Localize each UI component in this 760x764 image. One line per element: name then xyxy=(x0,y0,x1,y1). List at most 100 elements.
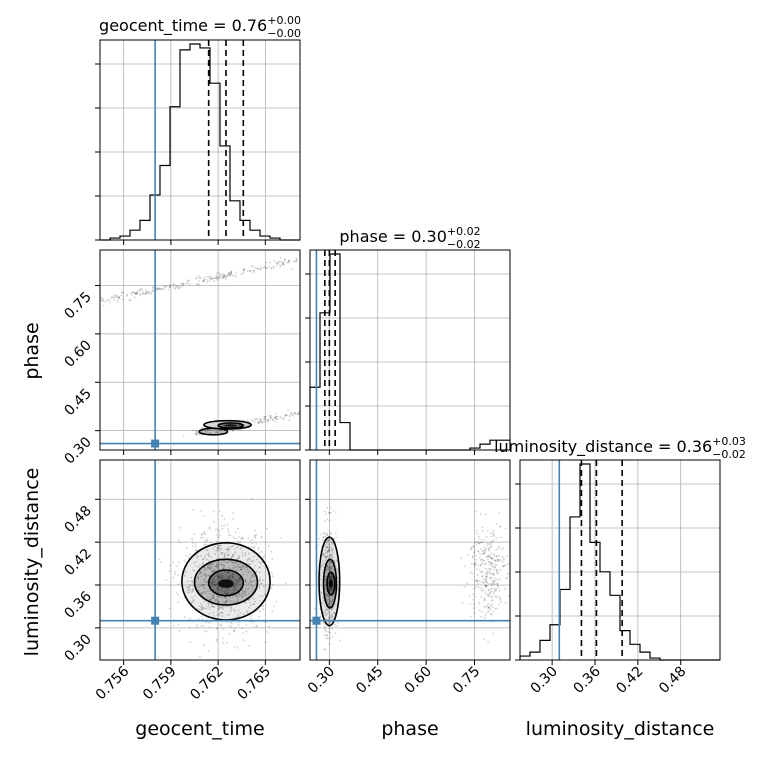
sample-point xyxy=(327,617,330,620)
sample-point xyxy=(248,598,251,601)
sample-point xyxy=(252,574,254,577)
sample-point xyxy=(192,589,195,592)
sample-point xyxy=(328,576,331,579)
sample-point xyxy=(481,558,484,561)
sample-point xyxy=(232,576,235,578)
sample-point xyxy=(327,630,330,633)
sample-point xyxy=(266,418,269,421)
sample-point xyxy=(330,596,333,598)
sample-point xyxy=(491,606,494,609)
sample-point xyxy=(203,566,206,569)
sample-point xyxy=(231,274,234,277)
sample-point xyxy=(224,560,226,563)
sample-point xyxy=(485,593,488,595)
sample-point xyxy=(274,415,277,418)
sample-point xyxy=(247,587,250,590)
sample-point xyxy=(208,276,210,279)
sample-point xyxy=(129,299,132,301)
sample-point xyxy=(199,536,202,539)
sample-point xyxy=(208,612,211,615)
sample-point xyxy=(241,592,244,595)
sample-point xyxy=(500,536,502,539)
sample-point xyxy=(210,571,213,574)
sample-point xyxy=(480,548,483,550)
sample-point xyxy=(196,431,199,434)
sample-point xyxy=(485,535,488,538)
sample-point xyxy=(329,568,332,571)
sample-point xyxy=(259,595,261,598)
sample-point xyxy=(202,584,204,587)
sample-point xyxy=(237,580,240,582)
sample-point xyxy=(142,291,145,293)
sample-point xyxy=(205,543,208,546)
sample-point xyxy=(220,525,223,527)
sample-point xyxy=(200,606,203,609)
sample-point xyxy=(186,279,189,282)
sample-point xyxy=(182,283,185,285)
sample-point xyxy=(193,570,196,572)
sample-point xyxy=(469,603,472,606)
sample-point xyxy=(217,566,219,569)
sample-point xyxy=(222,567,225,570)
sample-point xyxy=(262,420,264,423)
sample-point xyxy=(234,548,237,550)
sample-point xyxy=(259,610,262,613)
sample-point xyxy=(174,573,177,575)
sample-point xyxy=(497,584,499,587)
sample-point xyxy=(221,577,224,579)
sample-point xyxy=(485,585,488,587)
sample-point xyxy=(332,548,334,551)
sample-point xyxy=(106,299,109,301)
sample-point xyxy=(217,601,219,604)
sample-point xyxy=(205,574,208,577)
sample-point xyxy=(271,558,274,560)
sample-point xyxy=(249,615,252,617)
sample-point xyxy=(249,579,252,582)
sample-point xyxy=(186,592,189,594)
sample-point xyxy=(201,604,203,607)
sample-point xyxy=(484,584,487,587)
sample-point xyxy=(320,533,322,535)
sample-point xyxy=(238,580,240,582)
sample-point xyxy=(145,292,147,294)
sample-point xyxy=(324,625,326,628)
sample-point xyxy=(223,591,226,594)
sample-point xyxy=(282,263,284,265)
sample-point xyxy=(284,414,287,416)
sample-point xyxy=(203,531,206,534)
sample-point xyxy=(287,261,290,264)
sample-point xyxy=(208,526,211,529)
sample-point xyxy=(217,575,220,578)
sample-point xyxy=(216,278,219,281)
sample-point xyxy=(238,557,240,560)
sample-point xyxy=(288,260,291,263)
sample-point xyxy=(216,614,219,617)
sample-point xyxy=(257,268,259,270)
sample-point xyxy=(489,541,492,544)
sample-point xyxy=(247,552,250,555)
sample-point xyxy=(262,267,265,269)
sample-point xyxy=(335,567,338,570)
sample-point xyxy=(221,606,223,609)
sample-point xyxy=(237,554,240,557)
sample-point xyxy=(491,596,493,598)
sample-point xyxy=(213,277,216,279)
sample-point xyxy=(213,520,216,523)
sample-point xyxy=(220,431,223,434)
sample-point xyxy=(183,616,186,618)
sample-point xyxy=(487,593,490,596)
sample-point xyxy=(497,587,500,589)
sample-point xyxy=(326,564,329,567)
sample-point xyxy=(246,611,249,614)
sample-point xyxy=(221,606,223,609)
sample-point xyxy=(279,537,282,539)
sample-point xyxy=(178,527,181,529)
sample-point xyxy=(235,588,238,591)
sample-point xyxy=(499,598,501,600)
sample-point xyxy=(246,566,248,568)
sample-point xyxy=(469,615,472,618)
sample-point xyxy=(331,608,333,611)
sample-point xyxy=(259,268,262,271)
sample-point xyxy=(216,544,219,547)
sample-point xyxy=(231,561,234,564)
